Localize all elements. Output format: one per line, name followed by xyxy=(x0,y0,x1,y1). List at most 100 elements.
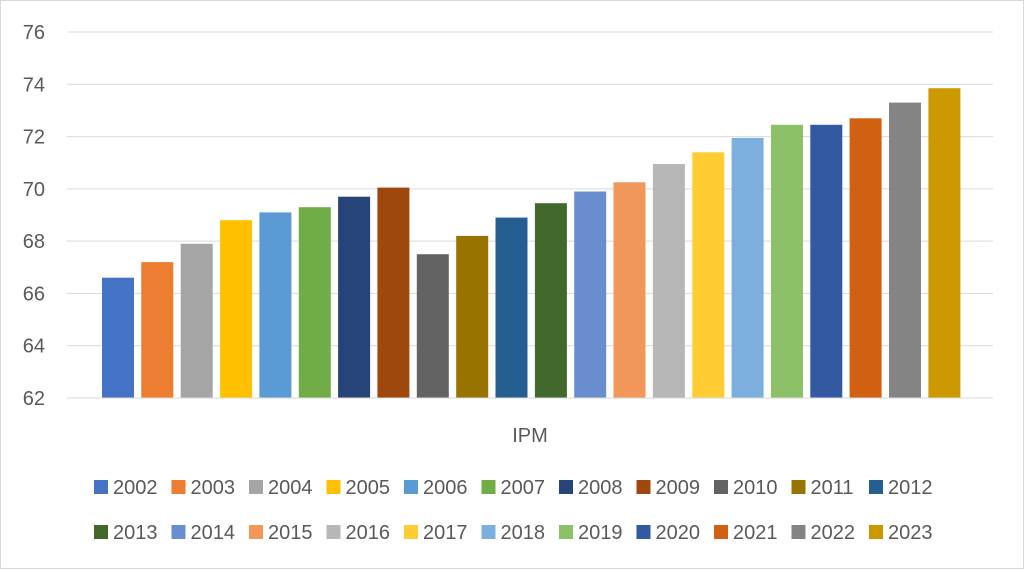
legend-label: 2007 xyxy=(501,477,546,499)
legend-swatch xyxy=(714,480,728,494)
y-tick-label: 72 xyxy=(23,127,45,149)
bar-2016 xyxy=(652,164,685,398)
legend-label: 2013 xyxy=(113,522,158,544)
bar-2002 xyxy=(102,277,134,398)
legend-swatch xyxy=(481,480,496,494)
legend-label: 2018 xyxy=(501,522,546,544)
legend-item-2003: 2003 xyxy=(171,477,236,499)
legend-item-2010: 2010 xyxy=(714,477,778,499)
legend-item-2015: 2015 xyxy=(249,522,313,544)
y-axis-ticks: 62 64 66 68 70 72 74 76 xyxy=(23,22,45,410)
legend-label: 2022 xyxy=(811,522,856,544)
legend-label: 2005 xyxy=(346,477,391,499)
legend-item-2017: 2017 xyxy=(404,522,468,544)
legend-label: 2017 xyxy=(423,522,468,544)
bar-2018 xyxy=(731,137,764,398)
bar-2015 xyxy=(613,182,646,398)
legend-label: 2021 xyxy=(733,522,778,544)
bar-2011 xyxy=(456,235,489,398)
legend-label: 2008 xyxy=(578,477,623,499)
legend-item-2020: 2020 xyxy=(636,522,701,544)
legend-label: 2003 xyxy=(191,477,236,499)
legend-swatch xyxy=(791,525,806,539)
legend-item-2022: 2022 xyxy=(791,522,856,544)
bar-2003 xyxy=(141,262,174,398)
y-tick-label: 74 xyxy=(23,74,45,96)
legend-item-2014: 2014 xyxy=(171,522,236,544)
bars xyxy=(102,88,961,399)
legend-label: 2019 xyxy=(578,522,623,544)
legend-item-2006: 2006 xyxy=(404,477,468,499)
bar-2007 xyxy=(298,207,331,398)
bar-2004 xyxy=(180,243,213,398)
legend-label: 2004 xyxy=(268,477,313,499)
bar-2019 xyxy=(771,124,803,399)
legend-item-2019: 2019 xyxy=(559,522,623,544)
legend-label: 2023 xyxy=(888,522,933,544)
legend-swatch xyxy=(404,525,418,539)
bar-2023 xyxy=(928,88,961,398)
y-tick-label: 64 xyxy=(23,336,45,358)
bar-2021 xyxy=(849,118,882,399)
legend-item-2008: 2008 xyxy=(559,477,623,499)
bar-2013 xyxy=(534,203,567,398)
legend-swatch xyxy=(171,525,186,539)
legend-swatch xyxy=(869,525,883,539)
legend-item-2016: 2016 xyxy=(326,522,391,544)
bar-2005 xyxy=(220,220,253,398)
bar-2008 xyxy=(338,196,371,398)
legend-item-2012: 2012 xyxy=(869,477,933,499)
bar-2020 xyxy=(810,124,843,399)
legend-label: 2016 xyxy=(346,522,391,544)
x-category-label: IPM xyxy=(512,425,548,447)
legend-label: 2020 xyxy=(656,522,701,544)
legend-label: 2010 xyxy=(733,477,778,499)
legend-item-2013: 2013 xyxy=(94,522,158,544)
legend: 2002 2003 2004 2005 2006 2007 2008 2009 2010 2011… xyxy=(94,477,933,544)
legend-swatch xyxy=(326,525,341,539)
legend-item-2004: 2004 xyxy=(249,477,313,499)
legend-label: 2002 xyxy=(113,477,158,499)
legend-swatch xyxy=(636,480,651,494)
legend-label: 2006 xyxy=(423,477,468,499)
y-tick-label: 68 xyxy=(23,231,45,253)
legend-swatch xyxy=(171,480,186,494)
legend-swatch xyxy=(714,525,728,539)
y-tick-label: 70 xyxy=(23,179,45,201)
legend-item-2011: 2011 xyxy=(791,477,854,499)
bar-2010 xyxy=(416,254,449,398)
bar-2009 xyxy=(377,187,410,398)
legend-swatch xyxy=(404,480,418,494)
legend-swatch xyxy=(481,525,496,539)
legend-swatch xyxy=(326,480,341,494)
bar-2006 xyxy=(259,212,292,398)
legend-item-2021: 2021 xyxy=(714,522,778,544)
legend-swatch xyxy=(869,480,883,494)
legend-swatch xyxy=(249,480,263,494)
legend-swatch xyxy=(559,525,573,539)
legend-label: 2011 xyxy=(811,477,854,499)
legend-swatch xyxy=(636,525,651,539)
legend-item-2007: 2007 xyxy=(481,477,546,499)
bar-2012 xyxy=(495,217,528,398)
legend-swatch xyxy=(791,480,806,494)
legend-swatch xyxy=(559,480,573,494)
legend-swatch xyxy=(94,480,108,494)
legend-label: 2012 xyxy=(888,477,933,499)
y-tick-label: 62 xyxy=(23,388,45,410)
bar-2014 xyxy=(574,191,607,398)
legend-swatch xyxy=(94,525,108,539)
legend-item-2009: 2009 xyxy=(636,477,701,499)
bar-2017 xyxy=(692,152,725,398)
legend-item-2002: 2002 xyxy=(94,477,158,499)
y-tick-label: 76 xyxy=(23,22,45,44)
legend-label: 2015 xyxy=(268,522,313,544)
legend-item-2005: 2005 xyxy=(326,477,391,499)
y-tick-label: 66 xyxy=(23,283,45,305)
bar-2022 xyxy=(889,102,921,398)
legend-label: 2014 xyxy=(191,522,236,544)
legend-label: 2009 xyxy=(656,477,701,499)
legend-item-2018: 2018 xyxy=(481,522,546,544)
